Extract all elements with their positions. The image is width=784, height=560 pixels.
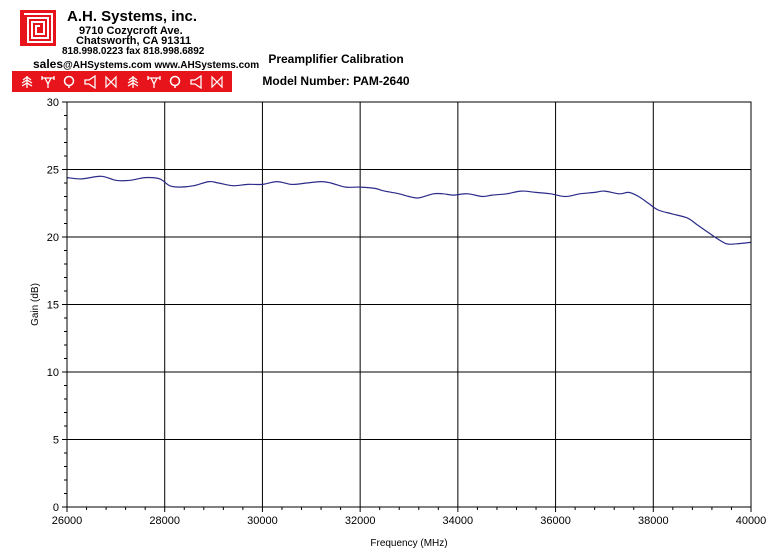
- x-tick-label: 30000: [247, 515, 278, 527]
- ahs-maze-logo: [20, 10, 56, 46]
- y-tick-label: 30: [47, 97, 59, 109]
- x-tick-label: 36000: [540, 515, 571, 527]
- loop-antenna-icon: [63, 75, 75, 88]
- company-phone-fax: 818.998.0223 fax 818.998.6892: [62, 46, 205, 57]
- y-axis-title: Gain (dB): [30, 283, 41, 326]
- axis-ticks: [62, 101, 752, 512]
- email-prefix: sales: [33, 57, 64, 71]
- company-city: Chatsworth, CA 91311: [76, 35, 192, 47]
- x-tick-label: 26000: [52, 515, 83, 527]
- x-axis-title: Frequency (MHz): [370, 538, 447, 549]
- company-contact: sales@AHSystems.com www.AHSystems.com: [33, 57, 259, 71]
- tree-antenna-icon: [127, 75, 138, 88]
- tree-antenna-icon: [21, 75, 32, 88]
- antenna-icon-strip: [12, 71, 232, 92]
- loop-antenna-icon: [169, 75, 181, 88]
- y-tick-label: 15: [47, 300, 59, 312]
- x-tick-label: 28000: [149, 515, 180, 527]
- header: A.H. Systems, inc. 9710 Cozycroft Ave. C…: [0, 0, 784, 100]
- chart-title: Preamplifier Calibration: [268, 52, 404, 66]
- horn-antenna-icon: [84, 74, 96, 89]
- email-web: @AHSystems.com www.AHSystems.com: [63, 60, 260, 71]
- biconical-antenna-icon: [211, 75, 223, 88]
- gain-series-line: [66, 175, 752, 245]
- chart-subtitle: Model Number: PAM-2640: [262, 74, 410, 88]
- company-name: A.H. Systems, inc.: [67, 8, 198, 25]
- company-street: 9710 Cozycroft Ave.: [79, 25, 183, 37]
- dipole-antenna-icon: [147, 75, 161, 88]
- biconical-antenna-icon: [105, 75, 117, 88]
- x-tick-label: 40000: [736, 515, 767, 527]
- x-tick-label: 34000: [443, 515, 474, 527]
- horn-antenna-icon: [190, 74, 202, 89]
- dipole-antenna-icon: [41, 75, 55, 88]
- x-tick-label: 38000: [638, 515, 669, 527]
- y-tick-label: 25: [47, 165, 59, 177]
- plot-frame: [66, 101, 752, 508]
- y-tick-label: 5: [53, 435, 59, 447]
- series-layer: [66, 175, 752, 245]
- x-tick-label: 32000: [345, 515, 376, 527]
- y-tick-label: 0: [53, 502, 59, 514]
- y-tick-label: 10: [47, 367, 59, 379]
- grid-lines: [67, 102, 751, 507]
- tick-labels: 0 5 10 15 20 25 30 26000 28000 30000 32000 34000 360…: [47, 97, 767, 527]
- y-tick-label: 20: [47, 232, 59, 244]
